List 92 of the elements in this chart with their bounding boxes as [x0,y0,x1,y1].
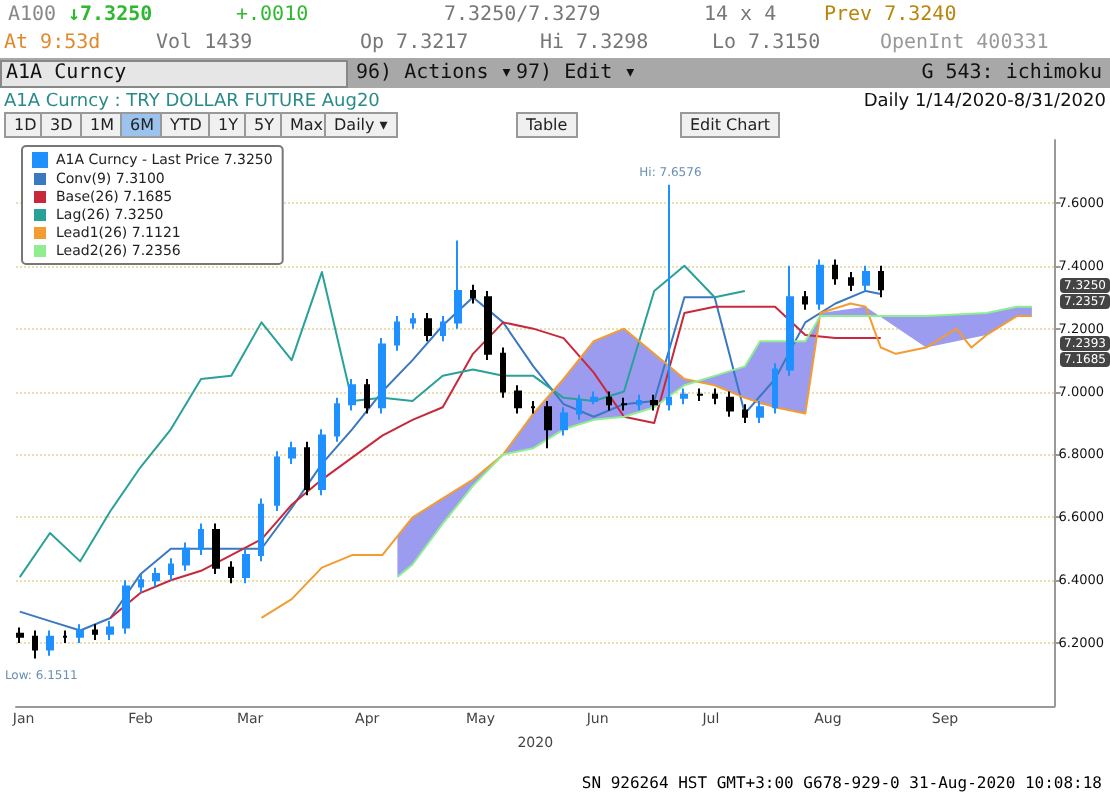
candlestick [32,629,38,660]
candlestick [590,390,598,406]
candlestick [288,440,296,465]
text: G 543: ichimoku [921,62,1102,86]
text: Daily ▾ [324,112,398,138]
candlestick [816,258,824,311]
candlestick [696,387,704,402]
candlestick [832,258,838,286]
candlestick [182,541,190,572]
candlestick [378,337,386,415]
candlestick [878,264,884,299]
text: 1M [80,112,124,138]
candlestick [410,311,416,330]
text: Max [280,112,334,138]
candlestick [440,315,446,343]
candlestick [606,390,612,412]
candlestick [348,377,356,412]
text: 14 x 4 [704,4,777,28]
line-series [18,289,882,632]
text: 1D [4,112,47,138]
candlestick [106,620,114,641]
candlestick [712,387,718,406]
candlestick [242,547,250,585]
candlestick [198,522,204,557]
candlestick [228,560,234,585]
candlestick [152,566,160,588]
text: Edit Chart [680,112,781,138]
text: 3D [40,112,83,138]
candlestick [46,629,54,657]
candlestick [650,393,658,412]
candlestick [530,399,536,415]
line-series [109,305,882,619]
text: YTD [160,112,212,138]
candlestick [454,239,462,330]
text: A1A Curncy [0,60,348,88]
candlestick [16,626,24,645]
candlestick [394,315,400,352]
candlestick [666,183,672,412]
candlestick [168,557,174,582]
candlestick [364,377,370,415]
candlestick [62,629,68,645]
text: SN 926264 HST GMT+3:00 G678-929-0 31-Aug-2020 10:08:18 [581,772,1102,796]
candlestick [636,393,642,412]
text: Prev 7.3240 [824,4,957,28]
text: A100 [8,4,57,28]
text: Lo 7.3150 [712,32,821,56]
text: 6M [120,112,164,138]
text: 7.3250/7.3279 [444,4,601,28]
text: Op 7.3217 [360,32,469,56]
candlestick [742,403,748,424]
candlestick [304,440,310,497]
candlestick [484,289,492,362]
candlestick [92,623,98,641]
text: OpenInt 400331 [880,32,1049,56]
text: At 9:53d [4,32,101,56]
candlestick [576,393,582,421]
candlestick [786,264,794,377]
candlestick [544,399,552,450]
candlestick [334,396,340,443]
line-series [260,302,1033,619]
candlestick [802,289,808,311]
text: 96) Actions ▾ [356,62,513,86]
line-series [18,264,746,579]
text: 5Y [244,112,284,138]
candlestick [756,399,764,424]
candlestick [680,387,688,406]
candlestick [318,428,326,497]
candlestick [848,271,854,292]
candlestick [560,406,568,437]
candlestick [470,283,476,305]
candlestick [500,346,506,399]
candlestick [76,623,84,645]
candlestick [620,396,628,412]
candlestick [862,264,870,292]
candlestick [258,497,264,563]
candlestick [274,450,280,513]
chart-subtitle: Daily 1/14/2020-8/31/2020 [863,90,1106,114]
text: Table [516,112,578,138]
text: +.0010 [236,4,309,28]
candlestick [122,579,130,635]
text: ↓7.3250 [68,4,153,28]
chart-title: A1A Curncy : TRY DOLLAR FUTURE Aug20 [4,90,380,114]
text: Hi 7.3298 [540,32,649,56]
candlestick [772,362,778,415]
candlestick [726,390,734,418]
text: 97) Edit ▾ [516,62,637,86]
candlestick [212,522,220,575]
candlestick [514,384,522,415]
candlestick [424,311,432,343]
candlestick [138,572,144,594]
text: Vol 1439 [156,32,253,56]
text: 1Y [208,112,248,138]
